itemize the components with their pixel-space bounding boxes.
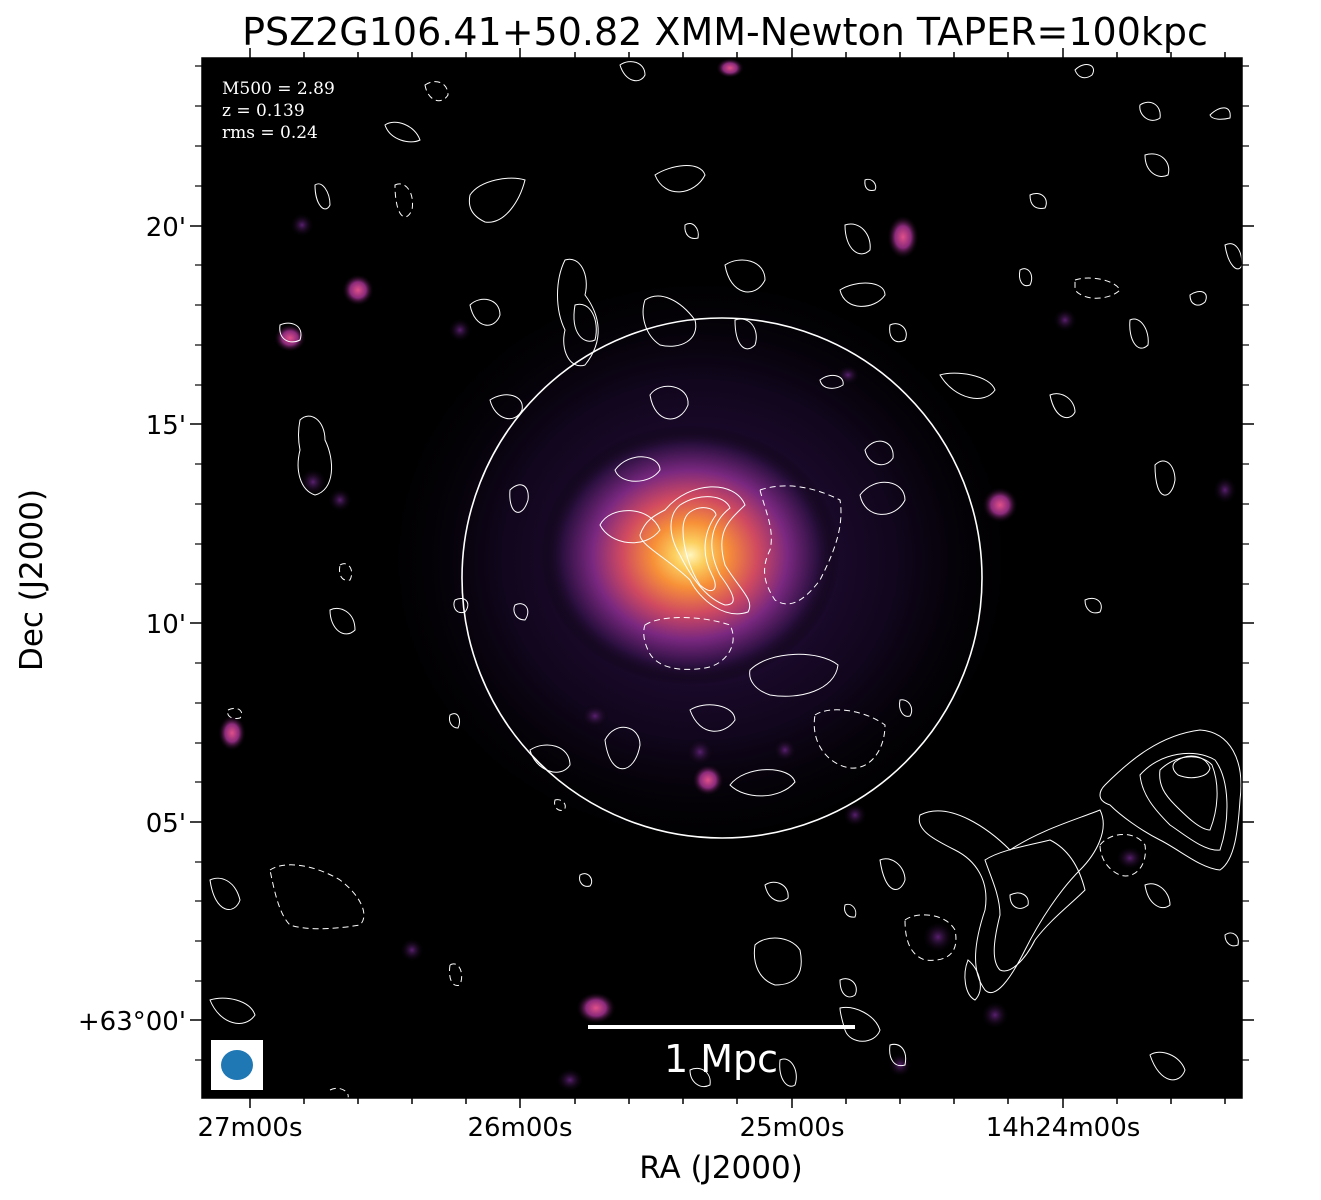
x-tick-label: 25m00s xyxy=(739,1113,844,1143)
axis-ticks xyxy=(190,48,1254,1108)
scale-bar-label: 1 Mpc xyxy=(664,1037,778,1081)
rms-label: rms = 0.24 xyxy=(222,123,318,143)
y-axis-label: Dec (J2000) xyxy=(14,489,50,671)
plot-frame xyxy=(201,57,1243,1099)
y-tick-label: 05' xyxy=(146,809,186,839)
y-tick-label: 10' xyxy=(146,610,186,640)
y-tick-label: +63°00' xyxy=(78,1007,186,1037)
m500-label: M500 = 2.89 xyxy=(222,79,335,99)
negative-contours xyxy=(227,81,1146,1098)
figure-title: PSZ2G106.41+50.82 XMM-Newton TAPER=100kp… xyxy=(242,10,1208,54)
y-tick-label: 20' xyxy=(146,213,186,243)
r500-circle xyxy=(461,317,983,839)
x-axis-label: RA (J2000) xyxy=(639,1150,803,1186)
beam-ellipse xyxy=(221,1050,253,1080)
radio-contours xyxy=(209,61,1242,1087)
y-tick-label: 15' xyxy=(146,411,186,441)
axis-minor-ticks-y xyxy=(195,65,1249,1061)
x-tick-label: 26m00s xyxy=(467,1113,572,1143)
redshift-label: z = 0.139 xyxy=(222,101,305,121)
xray-image xyxy=(209,58,1242,1098)
x-tick-label: 27m00s xyxy=(197,1113,302,1143)
x-tick-label: 14h24m00s xyxy=(986,1113,1141,1143)
